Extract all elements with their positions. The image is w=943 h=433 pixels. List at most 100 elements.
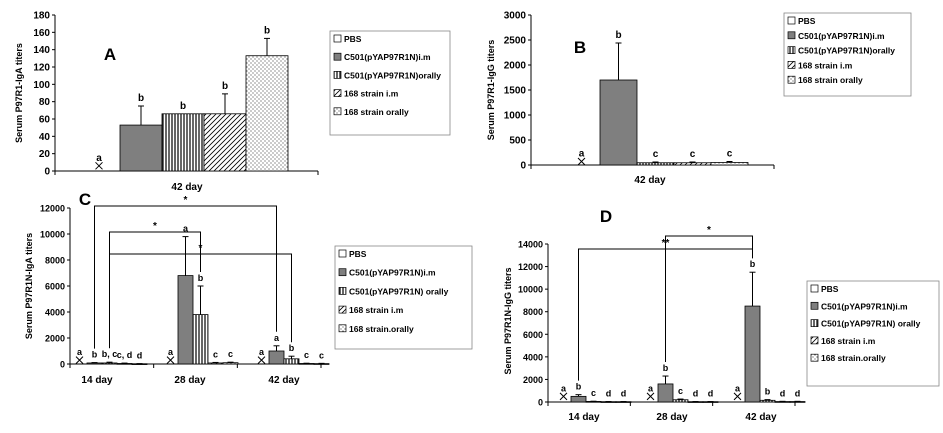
significance-letter: d	[621, 389, 627, 399]
legend-label: 168 strain orally	[798, 75, 863, 85]
y-tick-label: 8000	[45, 256, 65, 266]
pbs-marker	[75, 356, 84, 364]
y-tick-label: 100	[33, 80, 50, 91]
pbs-marker	[577, 157, 586, 166]
bar-3	[207, 362, 224, 365]
x-category-label: 28 day	[174, 375, 206, 386]
legend-box	[329, 30, 451, 136]
legend-label: PBS	[798, 16, 816, 26]
y-tick-label: 1000	[504, 111, 527, 122]
bar-3	[673, 162, 712, 166]
y-tick-label: 2000	[504, 61, 527, 72]
legend-swatch	[338, 287, 347, 295]
legend-swatch	[338, 249, 347, 258]
significance-star: *	[184, 195, 188, 206]
legend-label: 168 strain i.m	[821, 336, 876, 346]
significance-letter: a	[274, 333, 280, 343]
pbs-marker	[257, 356, 266, 364]
significance-letter: d	[795, 388, 801, 398]
significance-letter: b	[289, 343, 295, 353]
legend-label: C501(pYAP97R1N) orally	[821, 319, 921, 329]
bar-4	[710, 162, 749, 166]
significance-letter: c	[319, 350, 324, 360]
panel-d: D 0 2000 4000 6000 8000 10000 12000 14000 Serum P…	[503, 207, 940, 423]
significance-letter: b	[750, 259, 756, 269]
pbs-marker	[733, 392, 742, 401]
legend-swatch	[338, 324, 347, 333]
y-tick-label: 8000	[523, 307, 543, 317]
bar-1	[86, 362, 103, 365]
y-tick-label: 2000	[523, 375, 543, 385]
y-tick-label: 4000	[45, 308, 65, 318]
significance-letter: b	[615, 30, 621, 41]
y-tick-label: 6000	[523, 330, 543, 340]
pbs-marker	[166, 356, 175, 364]
significance-letter: a	[96, 153, 102, 164]
panel-c: C 0 2000 4000 6000 8000 10000 12000 Serum P97R1N…	[24, 190, 473, 386]
legend-swatch	[333, 71, 342, 79]
significance-letter: c	[690, 149, 696, 160]
x-category-label: 42 day	[268, 375, 300, 386]
significance-letter: a	[561, 383, 567, 393]
legend-swatch	[787, 75, 796, 84]
legend-swatch	[810, 319, 819, 327]
bar-2	[759, 399, 776, 403]
y-axis-label: Serum P97R1-IgG titers	[486, 40, 496, 141]
significance-letter: d	[137, 351, 143, 361]
panel-a: A 0 20 40 60 80 100 120 140 160 180 Serum P97R1-IgA…	[14, 11, 451, 193]
y-tick-label: 12000	[518, 262, 543, 272]
bar-1	[268, 350, 285, 365]
legend-swatch	[787, 61, 796, 69]
significance-letter: d	[693, 389, 699, 399]
bar-2	[672, 399, 689, 403]
legend-label: 168 strain i.m	[344, 89, 399, 99]
significance-letter: b	[198, 273, 204, 283]
legend-swatch	[810, 284, 819, 293]
significance-letter: b	[576, 382, 582, 392]
legend-label: PBS	[349, 249, 367, 259]
legend-label: PBS	[344, 34, 362, 44]
legend-swatch	[333, 89, 342, 97]
significance-letter: b	[663, 363, 669, 373]
significance-letter: c	[727, 149, 733, 160]
legend-label: PBS	[821, 284, 839, 294]
pbs-marker	[95, 161, 103, 170]
significance-bracket	[94, 205, 277, 349]
legend-swatch	[333, 34, 342, 43]
panel-letter: B	[574, 38, 586, 57]
significance-letter: b	[92, 350, 98, 360]
y-axis-label: Serum P97R1N-IgG titers	[503, 267, 513, 374]
significance-letter: a	[183, 224, 189, 234]
legend-label: 168 strain orally	[344, 107, 409, 117]
significance-star: *	[199, 243, 203, 254]
bar-2	[283, 358, 300, 365]
legend-swatch	[333, 107, 342, 116]
x-category-label: 42 day	[745, 412, 777, 423]
x-category-label: 28 day	[656, 412, 688, 423]
y-tick-label: 0	[538, 398, 543, 408]
legend-label: C501(pYAP97R1N)orally	[798, 46, 895, 56]
significance-letter: b, c	[102, 349, 118, 359]
legend-swatch	[338, 305, 347, 314]
y-axis-label: Serum P97R1-IgA titers	[14, 43, 24, 143]
significance-letter: b	[222, 81, 228, 92]
y-tick-label: 500	[509, 136, 526, 147]
significance-letter: d	[708, 389, 714, 399]
significance-letter: c	[304, 350, 309, 360]
legend-swatch	[810, 353, 819, 362]
y-tick-label: 40	[39, 132, 51, 143]
significance-letter: b	[138, 93, 144, 104]
significance-bracket	[109, 253, 292, 349]
significance-letter: d	[780, 388, 786, 398]
bar-2	[161, 113, 205, 172]
legend-swatch	[787, 16, 796, 25]
pbs-marker	[559, 392, 568, 401]
significance-letter: a	[168, 347, 174, 357]
bar-1	[599, 79, 638, 166]
significance-letter: a	[259, 347, 265, 357]
legend-label: C501(pYAP97R1N)i.m	[821, 301, 908, 311]
legend-swatch	[787, 31, 796, 40]
y-tick-label: 6000	[45, 282, 65, 292]
y-tick-label: 10000	[40, 230, 65, 240]
legend-swatch	[787, 46, 796, 54]
